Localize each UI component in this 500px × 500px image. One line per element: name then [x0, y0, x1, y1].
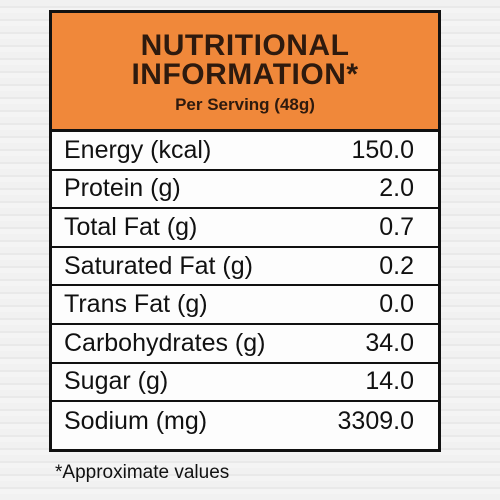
table-row: Trans Fat (g) 0.0 [52, 286, 438, 325]
title: NUTRITIONAL [140, 29, 350, 62]
nutrient: Saturated Fat (g) [64, 251, 253, 280]
table-row: Sodium (mg) 3309.0 [52, 402, 438, 441]
table-row: Energy (kcal) 150.0 [52, 132, 438, 171]
nutrient: Carbohydrates (g) [64, 328, 266, 357]
nutrient: Total Fat (g) [64, 212, 198, 241]
value: 150.0 [351, 135, 414, 164]
value: 3309.0 [337, 406, 414, 435]
nutrient: Energy (kcal) [64, 135, 212, 164]
subtitle: Per Serving (48g) [175, 95, 315, 114]
table-row: Protein (g) 2.0 [52, 171, 438, 210]
value: 34.0 [365, 328, 414, 357]
nutrient: Sugar (g) [64, 367, 169, 396]
value: 14.0 [365, 367, 414, 396]
table-row: Total Fat (g) 0.7 [52, 209, 438, 248]
value: 0.7 [379, 212, 414, 241]
header: NUTRITIONAL INFORMATION* Per Serving (48… [52, 13, 438, 132]
value: 2.0 [379, 174, 414, 203]
footnote: *Approximate values [55, 462, 230, 483]
value: 0.2 [379, 251, 414, 280]
nutrition-label: NUTRITIONAL INFORMATION* Per Serving (48… [49, 10, 441, 452]
value: 0.0 [379, 290, 414, 319]
nutrient: Protein (g) [64, 174, 181, 203]
table-row: Saturated Fat (g) 0.2 [52, 248, 438, 287]
title: INFORMATION* [131, 58, 359, 91]
table: Energy (kcal) 150.0 Protein (g) 2.0 Total Fa… [52, 132, 438, 441]
table-row: Sugar (g) 14.0 [52, 364, 438, 403]
nutrient: Sodium (mg) [64, 406, 208, 435]
nutrient: Trans Fat (g) [64, 290, 208, 319]
table-row: Carbohydrates (g) 34.0 [52, 325, 438, 364]
